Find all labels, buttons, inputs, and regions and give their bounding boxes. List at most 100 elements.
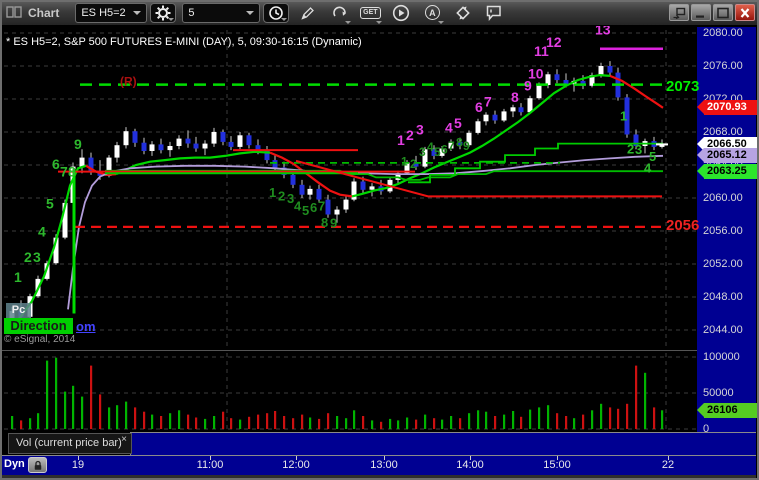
volume-bar	[195, 417, 198, 429]
close-icon	[740, 7, 750, 18]
price-tag: 2070.93	[697, 100, 757, 116]
candle-body	[149, 144, 155, 151]
volume-bar	[336, 416, 339, 429]
symbol-settings-button[interactable]	[150, 2, 177, 23]
chevron-down-icon	[133, 10, 142, 15]
pencil-icon	[301, 6, 315, 20]
get-data-button[interactable]: GET	[358, 2, 383, 24]
volume-bar	[406, 417, 409, 429]
curve-arrow-icon	[333, 6, 346, 17]
lock-button[interactable]	[28, 457, 47, 473]
price-axis[interactable]	[697, 27, 756, 432]
volume-bar	[55, 357, 58, 429]
price-axis-label: 2044.00	[703, 323, 743, 336]
fast-ma-green-rise	[351, 73, 611, 198]
annotation-number: 10	[528, 65, 544, 81]
fast-ma-red-fall	[609, 74, 664, 109]
volume-bar	[46, 360, 49, 429]
candle-body	[307, 188, 313, 195]
close-button[interactable]	[735, 4, 755, 21]
annotation-number: 5	[302, 203, 309, 218]
tab-volume-study[interactable]: Vol (current price bar) ×	[8, 433, 132, 454]
candle-body	[255, 145, 261, 151]
esignal-copyright: © eSignal, 2014	[4, 334, 76, 345]
candle-body	[185, 138, 191, 144]
volume-bar	[661, 410, 664, 429]
volume-bar	[459, 418, 462, 429]
candle-body	[431, 149, 437, 156]
volume-bar	[160, 416, 163, 429]
candle-body	[343, 199, 349, 210]
candle-body	[554, 74, 560, 81]
candle-body	[220, 132, 226, 142]
candle-body	[360, 181, 366, 190]
minimize-button[interactable]	[691, 4, 711, 21]
annotation-number: 5	[46, 196, 54, 212]
volume-bar	[248, 416, 251, 429]
window-controls	[667, 4, 755, 21]
candle-body	[79, 157, 85, 167]
volume-bar	[503, 414, 506, 429]
candle-body	[132, 131, 138, 143]
watermark-link[interactable]: om	[76, 319, 96, 334]
annotation-number: 6	[441, 142, 448, 156]
candle-body	[404, 162, 410, 174]
candle-body	[624, 97, 630, 135]
candle-body	[492, 114, 498, 121]
annotation-number: 4	[427, 140, 434, 154]
window-split-icon	[6, 6, 22, 18]
fast-ma-red-dip2	[269, 151, 353, 198]
maximize-icon	[717, 7, 729, 18]
symbol-dropdown[interactable]: ES H5=2	[75, 2, 148, 23]
annotation-number: 9	[74, 136, 82, 152]
curve-tool-button[interactable]	[327, 2, 352, 24]
restore-button[interactable]	[669, 4, 689, 21]
volume-axis-label: 0	[703, 422, 710, 435]
time-tick-mark	[78, 456, 79, 460]
window-title: Chart	[28, 5, 60, 20]
candle-body	[123, 131, 129, 146]
symbol-swap-button[interactable]	[451, 2, 475, 24]
time-template-button[interactable]	[263, 2, 290, 23]
volume-bar	[362, 416, 365, 429]
chevron-down-icon	[246, 10, 255, 15]
tab-close-icon[interactable]: ×	[121, 434, 127, 445]
candle-body	[598, 66, 604, 76]
auto-scale-button[interactable]: A	[420, 2, 445, 24]
volume-bar	[353, 410, 356, 429]
candle-body	[369, 186, 375, 190]
candle-body	[193, 143, 199, 149]
play-icon	[393, 4, 410, 21]
annotation-number: 2	[278, 188, 285, 203]
candle-body	[237, 135, 243, 147]
candle-body	[141, 142, 147, 151]
window-bottom-strip	[2, 475, 756, 478]
annotation-number: 1	[401, 155, 408, 169]
volume-bar	[239, 419, 242, 429]
time-axis-label: 22	[661, 459, 675, 471]
interval-dropdown[interactable]: 5	[182, 2, 261, 23]
comment-icon	[487, 5, 502, 21]
price-tag: 2063.25	[697, 163, 757, 179]
interval-value: 5	[188, 6, 195, 19]
volume-bar	[151, 414, 154, 429]
volume-bar	[494, 416, 497, 429]
tag-arrow-icon	[697, 100, 704, 115]
maximize-button[interactable]	[713, 4, 733, 21]
time-axis[interactable]	[2, 455, 756, 475]
candle-body	[510, 107, 516, 112]
draw-tool-button[interactable]	[296, 2, 320, 24]
time-tick-mark	[296, 456, 297, 460]
comment-button[interactable]	[482, 2, 506, 24]
volume-bar	[591, 410, 594, 429]
candle-body	[351, 181, 357, 200]
titlebar[interactable]: Chart ES H5=2 5	[0, 0, 759, 26]
annotation-number: 2	[24, 249, 32, 265]
annotation-number: 7	[484, 93, 492, 109]
candle-body	[106, 157, 112, 176]
annotation-number: (R)	[120, 75, 137, 89]
play-button[interactable]	[389, 2, 413, 24]
volume-bar	[538, 407, 541, 429]
annotation-number: 3	[419, 145, 426, 159]
